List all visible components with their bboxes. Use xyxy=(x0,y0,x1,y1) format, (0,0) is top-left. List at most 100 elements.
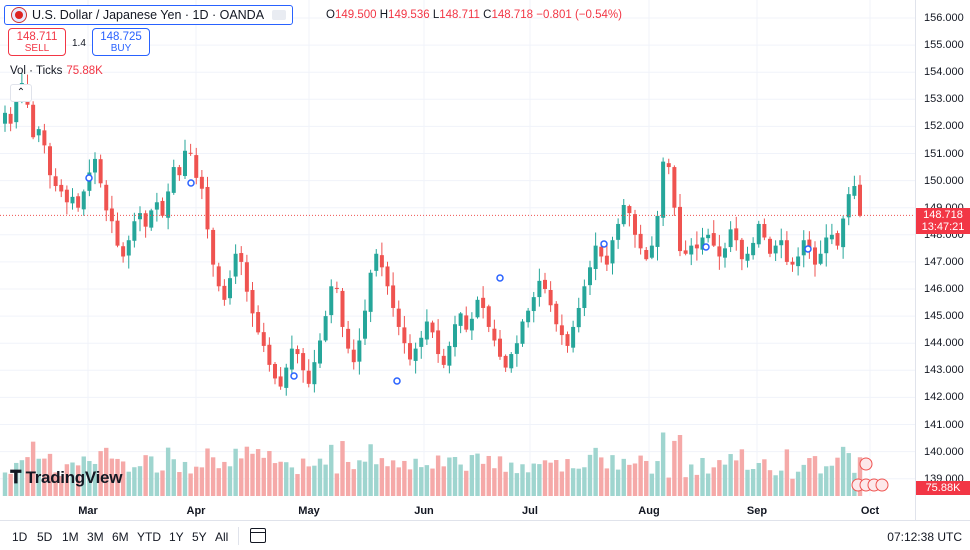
time-tick-label: Aug xyxy=(638,505,660,517)
buy-button[interactable]: 148.725 BUY xyxy=(92,28,150,56)
volume-bar xyxy=(660,432,666,496)
volume-bar xyxy=(126,471,131,496)
volume-bar xyxy=(59,476,64,496)
sell-label: SELL xyxy=(24,43,50,54)
sell-button[interactable]: 148.711 SELL xyxy=(8,28,66,56)
volume-bar xyxy=(362,461,368,496)
candle-body xyxy=(644,250,649,260)
candle-body xyxy=(638,233,643,249)
volume-bar xyxy=(25,457,30,496)
candle-body xyxy=(278,376,283,387)
volume-bar xyxy=(818,473,823,496)
volume-bar xyxy=(154,472,160,496)
volume-bar xyxy=(120,461,126,496)
candle-body xyxy=(424,321,429,340)
volume-bar xyxy=(81,456,86,496)
candlestick-chart[interactable] xyxy=(0,0,915,520)
volume-bar xyxy=(177,472,182,496)
collapse-legend-icon[interactable]: ⌃ xyxy=(10,84,32,102)
volume-bar xyxy=(689,464,694,496)
candle-body xyxy=(723,248,727,258)
range-1m[interactable]: 1M xyxy=(62,530,79,544)
buy-price: 148.725 xyxy=(100,31,142,43)
volume-bar xyxy=(194,466,199,496)
volume-bar xyxy=(711,467,716,496)
volume-bar xyxy=(374,464,379,496)
volume-bar xyxy=(812,456,818,496)
symbol-title-box[interactable]: U.S. Dollar / Japanese Yen · 1D · OANDA xyxy=(4,5,294,25)
volume-bar xyxy=(306,466,311,496)
candle-body xyxy=(222,285,227,300)
volume-bar xyxy=(98,451,103,496)
symbol-title: U.S. Dollar / Japanese Yen · 1D · OANDA xyxy=(32,8,265,22)
candle-body xyxy=(520,321,525,344)
candle-body xyxy=(706,234,711,239)
range-6m[interactable]: 6M xyxy=(112,530,129,544)
toolbar-divider xyxy=(238,527,239,545)
visibility-icon[interactable] xyxy=(272,10,287,20)
candle-body xyxy=(70,196,75,204)
volume-bar xyxy=(300,458,306,496)
utc-clock[interactable]: 07:12:38 UTC xyxy=(887,530,962,544)
volume-bar xyxy=(503,471,508,496)
candle-body xyxy=(3,112,7,124)
event-marker-icon xyxy=(85,174,93,182)
candle-body xyxy=(250,290,255,314)
range-1d[interactable]: 1D xyxy=(12,530,28,544)
volume-bar xyxy=(531,463,536,496)
volume-bar xyxy=(115,458,120,496)
volume-bar xyxy=(672,440,677,496)
volume-bar xyxy=(278,461,283,496)
candle-body xyxy=(756,223,761,245)
range-3m[interactable]: 3M xyxy=(87,530,104,544)
volume-bar xyxy=(593,447,598,496)
volume-bar xyxy=(30,441,36,496)
candle-body xyxy=(571,326,576,348)
volume-bar xyxy=(255,449,261,496)
price-tick-label: 153.000 xyxy=(924,93,964,106)
candle-body xyxy=(323,316,328,341)
range-all[interactable]: All xyxy=(215,530,229,544)
candle-body xyxy=(464,315,469,330)
candle-body xyxy=(829,234,834,240)
price-tick-label: 147.000 xyxy=(924,255,964,268)
volume-bar xyxy=(137,466,143,496)
time-axis[interactable]: Mar Apr May Jun Jul Aug Sep Oct xyxy=(0,496,915,520)
candle-body xyxy=(773,245,778,254)
candle-body xyxy=(852,186,857,196)
volume-bar xyxy=(514,473,520,496)
candle-body xyxy=(368,272,373,312)
range-5y[interactable]: 5Y xyxy=(192,530,207,544)
price-tick-label: 143.000 xyxy=(924,364,964,377)
candle-body xyxy=(98,159,103,184)
volume-legend[interactable]: Vol · Ticks 75.88K xyxy=(10,65,103,77)
volume-bar xyxy=(132,467,137,496)
price-axis[interactable]: 156.000 155.000 154.000 153.000 152.000 151.0… xyxy=(915,0,970,520)
volume-bar xyxy=(509,462,514,496)
volume-bar xyxy=(486,455,491,496)
tradingview-logo[interactable]: 𝐓 TradingView xyxy=(10,467,122,488)
candle-body xyxy=(81,191,86,210)
volume-bar xyxy=(430,468,435,496)
candle-body xyxy=(453,324,457,348)
calendar-goto-icon[interactable] xyxy=(250,528,266,543)
volume-bar xyxy=(284,462,289,496)
range-1y[interactable]: 1Y xyxy=(169,530,184,544)
candle-body xyxy=(183,150,187,177)
open-value: 149.500 xyxy=(334,9,377,21)
volume-bar xyxy=(345,461,351,496)
volume-bar xyxy=(762,459,767,496)
range-ytd[interactable]: YTD xyxy=(137,530,161,544)
volume-bar xyxy=(447,457,452,496)
candle-body xyxy=(216,266,221,287)
volume-bar xyxy=(19,460,25,496)
price-chart[interactable] xyxy=(0,0,915,520)
candle-body xyxy=(790,261,795,265)
candle-body xyxy=(413,348,418,361)
candle-body xyxy=(402,327,407,344)
range-5d[interactable]: 5D xyxy=(37,530,53,544)
candle-body xyxy=(543,279,547,289)
price-tick-label: 152.000 xyxy=(924,120,964,133)
volume-bar xyxy=(357,460,362,496)
buy-label: BUY xyxy=(110,43,132,54)
